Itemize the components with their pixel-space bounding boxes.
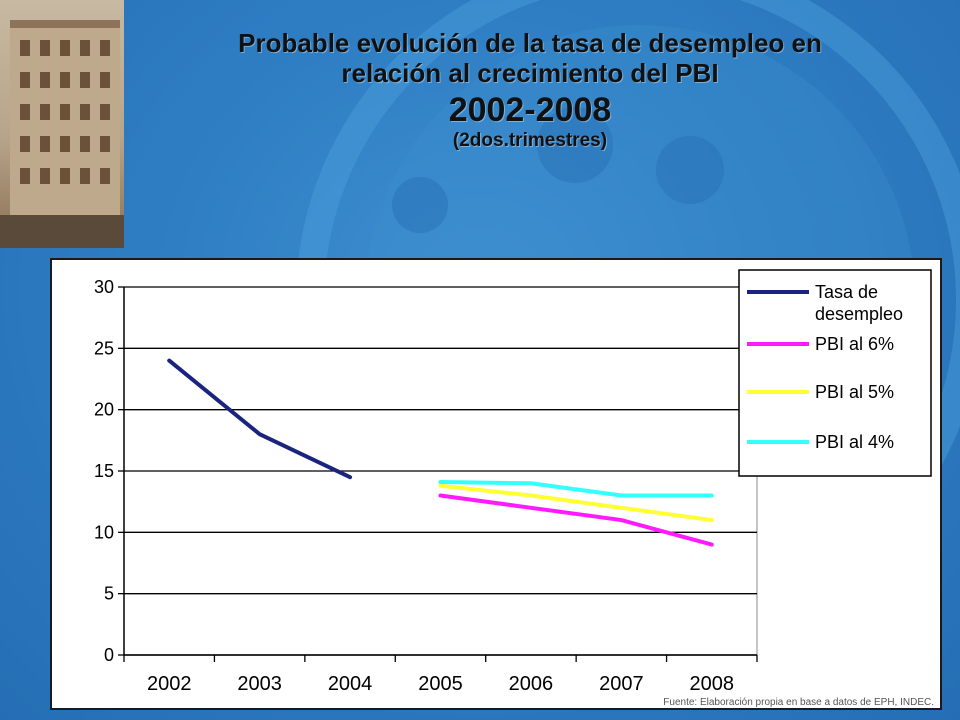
series-line-pbi-al-4- — [438, 480, 714, 498]
slide-title: Probable evolución de la tasa de desempl… — [130, 28, 930, 152]
x-tick-label: 2006 — [509, 673, 554, 695]
y-tick-label: 0 — [104, 645, 114, 665]
y-tick-label: 20 — [94, 400, 114, 420]
y-tick-label: 10 — [94, 522, 114, 542]
legend-label: PBI al 6% — [815, 334, 894, 354]
x-tick-label: 2003 — [237, 673, 282, 695]
title-years: 2002-2008 — [448, 91, 612, 129]
y-tick-label: 5 — [104, 584, 114, 604]
legend-label: PBI al 5% — [815, 382, 894, 402]
building-icon — [0, 20, 124, 248]
legend-label: PBI al 4% — [815, 432, 894, 452]
source-note: Fuente: Elaboración propia en base a dat… — [663, 697, 934, 708]
y-tick-label: 15 — [94, 461, 114, 481]
x-tick-label: 2005 — [418, 673, 463, 695]
series-line-tasa-de-desempleo — [167, 358, 353, 480]
series-line-pbi-al-6- — [438, 493, 714, 547]
line-chart: 0 5 10 15 20 25 30 2002 2003 2004 2005 2006 2007 2008… — [94, 269, 932, 695]
title-subtitle: (2dos.trimestres) — [452, 130, 608, 151]
series-line-pbi-al-5- — [438, 483, 714, 523]
x-tick-label: 2002 — [147, 673, 192, 695]
x-tick-label: 2007 — [599, 673, 644, 695]
y-tick-label: 25 — [94, 338, 114, 358]
legend-label: Tasa de desempleo — [815, 282, 903, 324]
title-line-2: relación al crecimiento del PBI — [341, 58, 719, 88]
chart-panel: 0 5 10 15 20 25 30 2002 2003 2004 2005 2006 2007 2008… — [50, 258, 942, 710]
x-tick-label: 2008 — [690, 673, 735, 695]
x-tick-label: 2004 — [328, 673, 373, 695]
building-photo — [0, 0, 124, 248]
y-tick-label: 30 — [94, 277, 114, 297]
title-line-1: Probable evolución de la tasa de desempl… — [238, 28, 822, 58]
